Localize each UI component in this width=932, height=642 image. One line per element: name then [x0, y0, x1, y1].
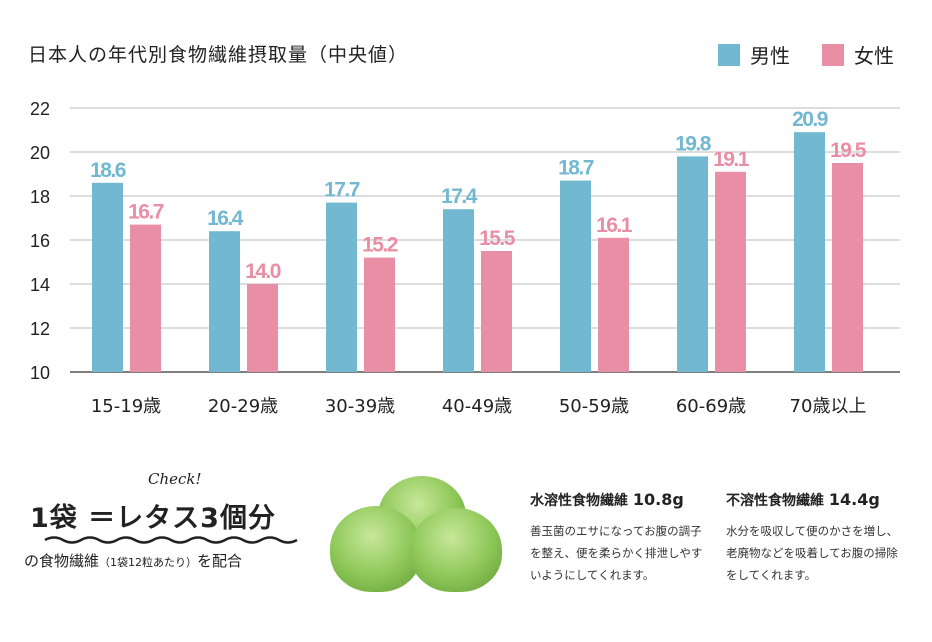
x-tick-label: 30-39歳	[325, 396, 395, 417]
data-label: 15.2	[362, 234, 398, 257]
data-label: 15.5	[479, 227, 516, 250]
bar-male	[92, 182, 123, 372]
data-label: 20.9	[792, 108, 828, 131]
data-label: 16.1	[596, 214, 633, 237]
data-label: 17.7	[324, 179, 360, 202]
x-tick-label: 15-19歳	[91, 396, 161, 417]
data-label: 16.7	[128, 201, 164, 224]
bar-female	[130, 224, 161, 372]
y-tick-label: 20	[30, 143, 50, 163]
x-tick-label: 50-59歳	[559, 396, 629, 417]
data-label: 18.6	[90, 159, 126, 182]
legend-swatch-female	[822, 43, 844, 66]
bar-female	[481, 251, 512, 372]
bar-male	[794, 132, 825, 372]
bar-male	[443, 209, 474, 372]
data-label: 19.8	[675, 132, 712, 155]
bar-chart: 10 12 14 16 18 20 22 18.616.7 15-19歳 16.4 14.0 20-2…	[30, 99, 900, 417]
data-label: 16.4	[207, 207, 244, 230]
legend-swatch-male	[718, 43, 740, 66]
bar-male	[209, 231, 240, 372]
y-tick-label: 18	[30, 187, 50, 207]
x-tick-label: 40-49歳	[442, 396, 512, 417]
data-label: 14.0	[245, 260, 281, 283]
data-label: 18.7	[558, 157, 594, 180]
y-tick-label: 10	[30, 363, 50, 383]
bar-female	[715, 171, 746, 372]
legend-label-female: 女性	[854, 44, 894, 68]
y-tick-label: 12	[30, 319, 50, 339]
insoluble-fiber: 不溶性食物繊維 14.4g 水分を吸収して便のかさを増し、老廃物などを吸着してお…	[726, 490, 899, 582]
bar-female	[598, 237, 629, 372]
x-tick-label: 60-69歳	[676, 396, 746, 417]
headline: 1袋 ＝レタス3個分	[30, 503, 276, 534]
bar-female	[247, 284, 278, 372]
bar-male	[560, 180, 591, 372]
data-label: 19.1	[713, 148, 750, 171]
legend-female: 女性	[822, 40, 894, 69]
legend-male: 男性	[718, 40, 790, 69]
bar-male	[677, 156, 708, 372]
data-label: 17.4	[441, 185, 478, 208]
y-tick-label: 14	[30, 275, 50, 295]
bar-male	[326, 202, 357, 372]
chart-title: 日本人の年代別食物繊維摂取量（中央値）	[28, 44, 409, 66]
data-label: 19.5	[830, 139, 867, 162]
x-tick-label: 20-29歳	[208, 396, 278, 417]
legend-label-male: 男性	[750, 44, 790, 68]
bar-female	[832, 163, 863, 372]
fiber-subtitle: の食物繊維（1袋12粒あたり）を配合	[24, 552, 243, 570]
soluble-fiber: 水溶性食物繊維 10.8g 善玉菌のエサになってお腹の調子を整え、便を柔らかく排…	[530, 490, 703, 582]
check-label: Check!	[148, 470, 202, 488]
y-tick-label: 22	[30, 99, 50, 119]
bar-female	[364, 257, 395, 372]
x-tick-label: 70歳以上	[790, 396, 867, 417]
y-tick-label: 16	[30, 231, 50, 251]
